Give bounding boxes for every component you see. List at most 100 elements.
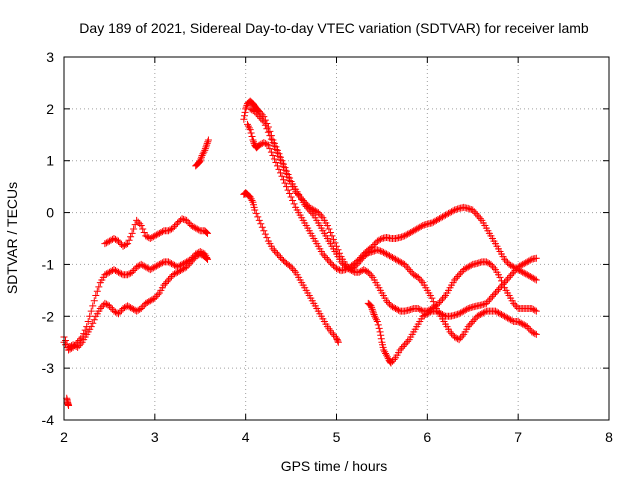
data-point-marker — [240, 112, 248, 120]
data-point-marker — [164, 276, 172, 284]
data-point-marker — [487, 294, 495, 302]
data-point-marker — [157, 260, 165, 268]
data-point-marker — [116, 239, 124, 247]
data-point-marker — [317, 212, 325, 220]
data-point-marker — [440, 293, 448, 301]
axis-ticks: 2 3 4 5 6 7 8 -4 -3 -2 -1 0 1 2 3 — [42, 49, 614, 445]
data-point-marker — [426, 308, 434, 316]
plot-frame — [63, 56, 610, 421]
data-point-marker — [398, 233, 406, 241]
data-point-marker — [360, 266, 368, 274]
data-point-marker — [128, 268, 136, 276]
data-point-marker — [264, 128, 272, 136]
data-point-marker — [372, 316, 380, 324]
data-point-marker — [528, 328, 536, 336]
data-point-marker — [334, 337, 342, 345]
data-point-marker — [263, 234, 271, 242]
data-point-marker — [532, 254, 540, 262]
data-point-marker — [369, 242, 377, 250]
data-point-marker — [419, 312, 427, 320]
data-point-marker — [508, 270, 516, 278]
data-point-marker — [187, 255, 195, 263]
data-point-marker — [493, 308, 501, 316]
data-point-marker — [286, 190, 294, 198]
data-point-marker — [171, 222, 179, 230]
data-point-marker — [166, 226, 174, 234]
data-point-marker — [398, 259, 406, 267]
data-point-marker — [160, 281, 168, 289]
x-tick-label: 5 — [333, 429, 341, 445]
data-point-marker — [493, 287, 501, 295]
data-point-marker — [137, 222, 145, 230]
data-point-marker — [299, 196, 307, 204]
data-point-marker — [80, 330, 88, 338]
data-point-marker — [270, 142, 278, 150]
data-point-marker — [451, 333, 459, 341]
data-point-marker — [113, 267, 121, 275]
data-point-marker — [390, 254, 398, 262]
data-point-marker — [133, 216, 141, 224]
data-point-marker — [257, 114, 265, 122]
data-point-marker — [289, 265, 297, 273]
data-point-marker — [311, 207, 319, 215]
series-arc-6 — [243, 120, 540, 284]
data-point-marker — [329, 235, 337, 243]
data-point-marker — [517, 267, 525, 275]
data-point-marker — [531, 306, 539, 314]
data-point-marker — [248, 196, 256, 204]
data-point-marker — [529, 274, 537, 282]
data-point-marker — [115, 268, 122, 276]
data-point-marker — [199, 150, 207, 158]
data-point-marker — [432, 216, 440, 224]
data-point-marker — [435, 215, 443, 223]
data-point-marker — [454, 273, 462, 281]
data-point-marker — [467, 319, 475, 327]
data-point-marker — [105, 237, 113, 245]
data-point-marker — [422, 311, 430, 319]
data-point-marker — [180, 215, 188, 223]
data-point-marker — [526, 273, 534, 281]
data-point-marker — [382, 349, 390, 357]
data-point-marker — [369, 307, 377, 315]
data-point-marker — [192, 224, 200, 232]
data-point-marker — [283, 183, 291, 191]
data-point-marker — [432, 307, 440, 315]
data-point-marker — [501, 279, 509, 287]
data-point-marker — [532, 307, 540, 315]
data-point-marker — [169, 271, 177, 279]
data-point-marker — [504, 275, 512, 283]
data-point-marker — [499, 311, 507, 319]
data-point-marker — [273, 162, 281, 170]
data-point-marker — [405, 306, 413, 314]
data-point-marker — [142, 299, 150, 307]
data-point-marker — [90, 316, 98, 324]
series-arc-1 — [60, 250, 212, 351]
data-point-marker — [128, 229, 136, 237]
data-point-marker — [382, 351, 390, 359]
data-point-marker — [455, 310, 463, 318]
data-point-marker — [96, 305, 104, 313]
data-point-marker — [407, 267, 415, 275]
data-point-marker — [124, 271, 132, 279]
series-arc-8 — [240, 189, 342, 346]
data-point-marker — [193, 225, 201, 233]
data-point-marker — [83, 323, 91, 331]
data-point-marker — [169, 224, 177, 232]
data-point-marker — [478, 310, 486, 318]
data-point-marker — [202, 143, 210, 151]
data-point-marker — [445, 209, 453, 217]
data-point-marker — [435, 298, 443, 306]
data-point-marker — [175, 262, 183, 270]
data-point-marker — [98, 303, 106, 311]
data-point-marker — [523, 258, 531, 266]
data-point-marker — [457, 269, 465, 277]
data-point-marker — [532, 330, 540, 338]
data-point-marker — [166, 274, 174, 282]
data-points — [60, 97, 540, 409]
data-point-marker — [157, 228, 165, 236]
data-point-marker — [154, 291, 162, 299]
data-point-marker — [152, 262, 160, 270]
data-point-marker — [328, 329, 336, 337]
data-point-marker — [77, 335, 85, 343]
y-axis-label: SDTVAR / TECUs — [4, 182, 20, 294]
